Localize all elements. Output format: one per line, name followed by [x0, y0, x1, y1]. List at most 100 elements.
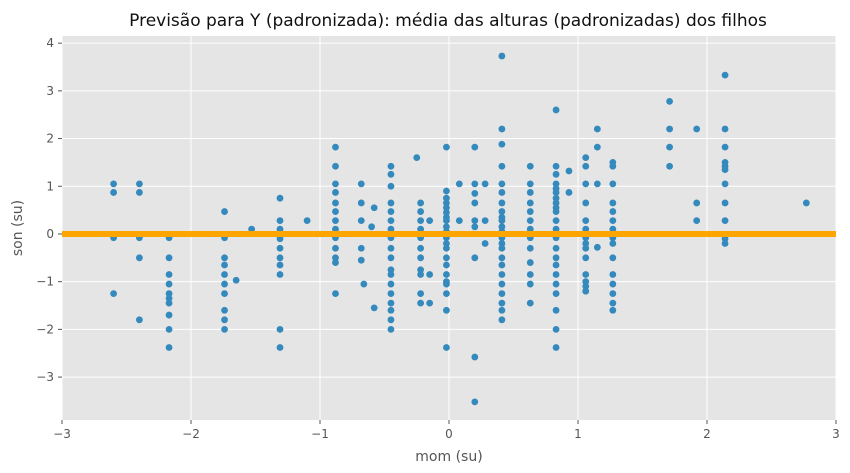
data-point — [221, 254, 228, 262]
data-point — [498, 223, 506, 231]
data-point — [443, 187, 450, 195]
data-point — [565, 167, 573, 175]
data-point — [443, 261, 450, 269]
data-point — [276, 325, 284, 333]
x-tick-label: 3 — [832, 427, 840, 441]
data-point — [332, 259, 339, 266]
data-point — [693, 217, 701, 225]
data-point — [165, 344, 173, 351]
data-point — [443, 223, 450, 231]
y-tick-label: 1 — [46, 179, 54, 193]
data-point — [526, 199, 534, 207]
data-point — [248, 225, 256, 233]
data-point — [552, 162, 560, 170]
data-point — [443, 244, 450, 252]
data-point — [565, 189, 573, 196]
data-point — [593, 180, 601, 188]
data-point — [526, 208, 534, 215]
data-point — [593, 125, 601, 133]
data-point — [498, 180, 506, 188]
data-point — [498, 240, 506, 247]
data-point — [417, 299, 425, 307]
data-point — [443, 194, 450, 202]
data-point — [582, 225, 590, 233]
data-point — [526, 259, 534, 266]
data-point — [332, 244, 339, 252]
y-tick-label: −3 — [36, 370, 54, 384]
data-point — [471, 143, 479, 151]
data-point — [582, 283, 590, 290]
data-point — [332, 217, 339, 225]
data-point — [276, 235, 284, 243]
data-point — [387, 266, 395, 274]
data-point — [526, 162, 534, 170]
data-point — [136, 180, 143, 188]
data-point — [232, 276, 240, 284]
data-point — [552, 325, 560, 333]
data-point — [666, 125, 673, 133]
data-point — [526, 244, 534, 252]
data-point — [721, 166, 729, 173]
data-point — [526, 217, 534, 225]
data-point — [552, 290, 560, 297]
data-point — [582, 199, 590, 207]
data-point — [276, 244, 284, 252]
data-point — [276, 194, 284, 202]
data-point — [110, 290, 117, 297]
data-point — [136, 254, 143, 262]
data-point — [526, 280, 534, 288]
data-point — [276, 217, 284, 225]
data-point — [165, 271, 173, 278]
data-point — [721, 71, 729, 79]
data-point — [332, 290, 339, 297]
data-point — [221, 290, 228, 297]
data-point — [471, 223, 479, 231]
chart-title: Previsão para Y (padronizada): média das… — [129, 11, 767, 31]
data-point — [609, 208, 617, 215]
data-point — [471, 217, 479, 225]
data-point — [387, 170, 395, 178]
data-point — [609, 299, 617, 307]
data-point — [370, 204, 378, 212]
data-point — [498, 316, 506, 324]
data-point — [370, 304, 378, 312]
data-point — [721, 199, 729, 207]
data-point — [221, 280, 228, 288]
data-point — [276, 271, 284, 278]
data-point — [417, 266, 425, 274]
x-axis-label: mom (su) — [415, 449, 482, 465]
data-point — [165, 254, 173, 262]
data-point — [666, 143, 673, 151]
data-point — [552, 217, 560, 225]
data-point — [417, 199, 425, 207]
data-point — [417, 271, 425, 278]
data-point — [443, 306, 450, 314]
data-point — [498, 271, 506, 278]
data-point — [357, 217, 365, 225]
data-point — [582, 180, 590, 188]
data-point — [443, 217, 450, 225]
data-point — [332, 189, 339, 196]
data-point — [387, 182, 395, 190]
data-point — [498, 52, 506, 60]
data-point — [357, 180, 365, 188]
data-point — [552, 189, 560, 196]
data-point — [357, 256, 365, 264]
data-point — [593, 143, 601, 151]
data-point — [357, 244, 365, 252]
y-tick-label: 2 — [46, 132, 54, 146]
data-point — [609, 217, 617, 225]
data-point — [552, 306, 560, 314]
data-point — [552, 280, 560, 288]
data-point — [332, 225, 339, 233]
data-point — [110, 180, 117, 188]
data-point — [413, 154, 421, 162]
data-point — [165, 290, 173, 297]
data-point — [498, 162, 506, 170]
data-point — [136, 189, 143, 196]
data-point — [332, 162, 339, 170]
data-point — [552, 170, 560, 178]
data-point — [387, 225, 395, 233]
y-tick-label: −2 — [36, 322, 54, 336]
data-point — [666, 97, 673, 105]
